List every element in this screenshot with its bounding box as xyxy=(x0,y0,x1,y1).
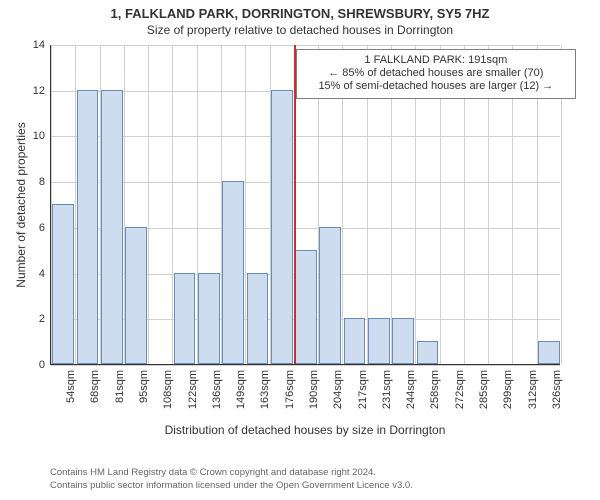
chart-container: Number of detached properties 0246810121… xyxy=(50,45,560,445)
y-tick-label: 14 xyxy=(33,39,51,51)
y-axis-label: Number of detached properties xyxy=(14,122,28,287)
x-tick-label: 176sqm xyxy=(284,370,296,409)
bar xyxy=(271,90,293,364)
bar xyxy=(174,273,196,364)
bar xyxy=(247,273,269,364)
attribution-line: Contains public sector information licen… xyxy=(50,480,413,492)
x-tick-label: 231sqm xyxy=(381,370,393,409)
annotation-line: 1 FALKLAND PARK: 191sqm xyxy=(303,54,569,67)
y-tick-label: 10 xyxy=(33,130,51,142)
page-subtitle: Size of property relative to detached ho… xyxy=(0,23,600,37)
y-tick-label: 4 xyxy=(39,268,51,280)
grid-line-h xyxy=(51,45,560,46)
x-tick-label: 163sqm xyxy=(259,370,271,409)
x-tick-label: 122sqm xyxy=(187,370,199,409)
plot-area: 0246810121454sqm68sqm81sqm95sqm108sqm122… xyxy=(50,45,560,365)
annotation-line: 15% of semi-detached houses are larger (… xyxy=(303,80,569,93)
grid-line-v xyxy=(148,45,149,364)
x-tick-label: 190sqm xyxy=(308,370,320,409)
bar xyxy=(344,318,366,364)
x-tick-label: 312sqm xyxy=(527,370,539,409)
x-tick-label: 285sqm xyxy=(478,370,490,409)
x-tick-label: 108sqm xyxy=(162,370,174,409)
annotation-box: 1 FALKLAND PARK: 191sqm← 85% of detached… xyxy=(296,49,576,99)
x-tick-label: 204sqm xyxy=(332,370,344,409)
bar xyxy=(101,90,123,364)
y-tick-label: 6 xyxy=(39,222,51,234)
bar xyxy=(198,273,220,364)
x-tick-label: 149sqm xyxy=(235,370,247,409)
bar xyxy=(319,227,341,364)
y-tick-label: 0 xyxy=(39,359,51,371)
bar xyxy=(417,341,439,364)
x-tick-label: 272sqm xyxy=(454,370,466,409)
x-tick-label: 217sqm xyxy=(357,370,369,409)
x-tick-label: 68sqm xyxy=(89,370,101,403)
y-tick-label: 12 xyxy=(33,85,51,97)
x-tick-label: 95sqm xyxy=(138,370,150,403)
x-tick-label: 244sqm xyxy=(405,370,417,409)
bar xyxy=(368,318,390,364)
x-tick-label: 258sqm xyxy=(429,370,441,409)
y-tick-label: 8 xyxy=(39,176,51,188)
grid-line-h xyxy=(51,182,560,183)
bar xyxy=(222,181,244,364)
x-axis-label: Distribution of detached houses by size … xyxy=(50,423,560,437)
x-tick-label: 299sqm xyxy=(502,370,514,409)
bar xyxy=(392,318,414,364)
attribution-text: Contains HM Land Registry data © Crown c… xyxy=(50,467,413,492)
x-tick-label: 54sqm xyxy=(65,370,77,403)
bar xyxy=(538,341,560,364)
bar xyxy=(52,204,74,364)
bar xyxy=(295,250,317,364)
bar xyxy=(125,227,147,364)
bar xyxy=(77,90,99,364)
x-tick-label: 136sqm xyxy=(211,370,223,409)
attribution-line: Contains HM Land Registry data © Crown c… xyxy=(50,467,413,479)
page-title: 1, FALKLAND PARK, DORRINGTON, SHREWSBURY… xyxy=(0,6,600,21)
grid-line-h xyxy=(51,136,560,137)
grid-line-h xyxy=(51,365,560,366)
x-tick-label: 81sqm xyxy=(114,370,126,403)
y-tick-label: 2 xyxy=(39,313,51,325)
x-tick-label: 326sqm xyxy=(551,370,563,409)
annotation-line: ← 85% of detached houses are smaller (70… xyxy=(303,67,569,80)
